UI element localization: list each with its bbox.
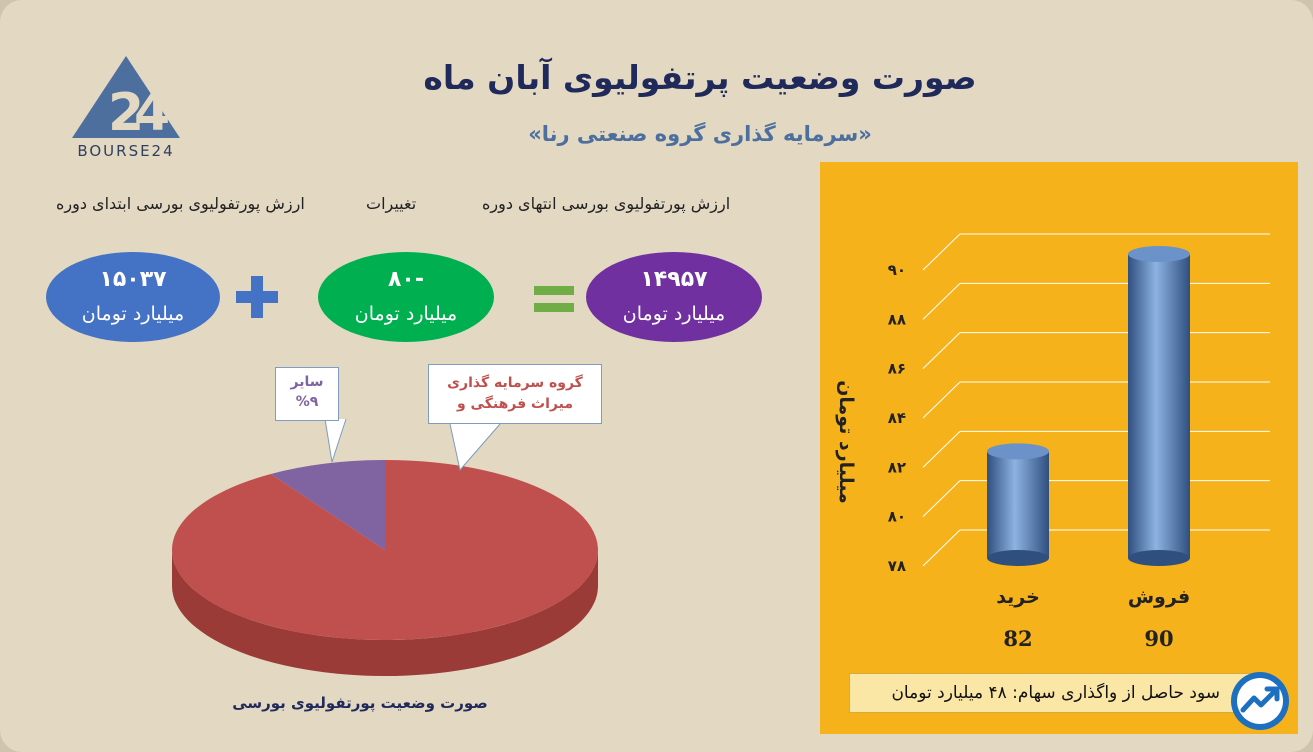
change-value: -۸۰ <box>388 267 424 292</box>
end-label: ارزش پورتفولیوی بورسی انتهای دوره <box>482 194 731 213</box>
y-tick-label: ۸۲ <box>888 458 906 476</box>
y-tick-label: ۷۸ <box>888 557 906 575</box>
plus-icon <box>236 276 278 318</box>
change-value-ellipse: -۸۰ میلیارد تومان <box>318 252 494 342</box>
page-subtitle: «سرمایه گذاری گروه صنعتی رنا» <box>528 122 872 146</box>
change-unit: میلیارد تومان <box>354 303 458 325</box>
gridline-left <box>922 381 961 419</box>
profit-box: سود حاصل از واگذاری سهام: ۴۸ میلیارد توم… <box>849 673 1269 713</box>
y-axis-title: میلیارد تومان <box>835 380 857 504</box>
bar-value-label: 90 <box>1144 626 1173 651</box>
pie-label-other: سایر <box>290 374 324 390</box>
end-unit: میلیارد تومان <box>622 303 726 325</box>
change-label: تغییرات <box>366 194 417 213</box>
y-tick-label: ۸۶ <box>888 360 906 378</box>
svg-text:4: 4 <box>134 83 170 143</box>
end-value-ellipse: ۱۴۹۵۷ میلیارد تومان <box>586 252 762 342</box>
profit-text: سود حاصل از واگذاری سهام: ۴۸ میلیارد توم… <box>891 683 1220 703</box>
callout-pointer-main <box>449 423 501 472</box>
start-label: ارزش پورتفولیوی بورسی ابتدای دوره <box>56 194 305 213</box>
x-category-label: فروش <box>1128 586 1190 608</box>
start-unit: میلیارد تومان <box>81 303 185 325</box>
end-value: ۱۴۹۵۷ <box>640 267 708 292</box>
gridline-left <box>922 332 961 370</box>
gridline-left <box>922 282 961 320</box>
gridline-left <box>922 233 961 271</box>
logo-24-triangle-icon: 2 4 <box>72 56 180 143</box>
bar-cap <box>1128 246 1190 262</box>
start-value: ۱۵۰۳۷ <box>99 267 167 292</box>
logo-text: BOURSE24 <box>77 142 175 160</box>
bar-chart-panel: ۷۸ ۸۰ ۸۲ ۸۴ ۸۶ ۸۸ ۹۰ میلیارد تومان فروش 90 خرید 82 <box>820 162 1298 734</box>
callout-pointer-other <box>324 418 347 463</box>
x-category-label: خرید <box>996 586 1040 608</box>
y-tick-label: ۸۰ <box>888 508 906 526</box>
bar <box>987 451 1049 558</box>
pie-side-wall <box>172 550 598 676</box>
y-tick-label: ۸۴ <box>888 409 906 427</box>
y-tick-label: ۸۸ <box>888 310 906 328</box>
gridline-left <box>922 430 961 468</box>
bar-chart: ۷۸ ۸۰ ۸۲ ۸۴ ۸۶ ۸۸ ۹۰ میلیارد تومان فروش 90 خرید 82 <box>835 233 1270 651</box>
page-title: صورت وضعیت پرتفولیوی آبان ماه <box>423 58 977 97</box>
equals-icon <box>534 286 574 312</box>
pie-chart <box>172 418 598 676</box>
start-value-ellipse: ۱۵۰۳۷ میلیارد تومان <box>46 252 220 342</box>
bar <box>1128 254 1190 558</box>
bar-cap <box>987 443 1049 460</box>
bar-base <box>1128 550 1190 566</box>
bar-base <box>987 550 1049 566</box>
pie-value-other: %۹ <box>295 394 319 410</box>
trend-arrow-icon[interactable] <box>1229 670 1291 732</box>
gridline-left <box>922 480 961 518</box>
pie-callout-main: گروه سرمایه گذاری میراث فرهنگی و <box>428 364 602 424</box>
pie-slice <box>270 460 385 550</box>
pie-caption: صورت وضعیت پورتفولیوی بورسی <box>232 694 488 712</box>
gridline-left <box>922 529 961 567</box>
bar-value-label: 82 <box>1003 626 1032 651</box>
pie-label-main: گروه سرمایه گذاری میراث فرهنگی و <box>447 375 583 412</box>
svg-text:2: 2 <box>108 83 144 143</box>
pie-callout-other: سایر %۹ <box>275 367 339 421</box>
y-tick-label: ۹۰ <box>888 261 906 279</box>
